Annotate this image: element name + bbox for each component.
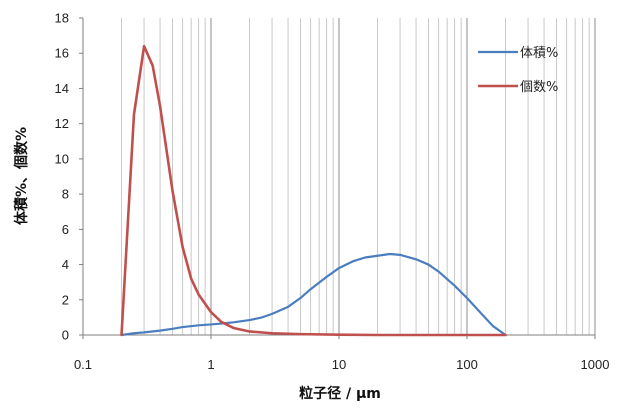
y-tick-label: 0 bbox=[62, 328, 69, 343]
legend: 体積% 個数% bbox=[478, 46, 558, 95]
tick-labels: 0 2 4 6 8 10 12 14 16 18 0.1 1 10 100 1000 bbox=[55, 11, 610, 373]
x-axis-title: 粒子径 / μm bbox=[299, 385, 381, 402]
y-tick-label: 6 bbox=[62, 222, 69, 237]
x-tick-label: 1 bbox=[207, 357, 214, 372]
y-tick-label: 4 bbox=[62, 257, 69, 272]
y-tick-label: 12 bbox=[55, 116, 69, 131]
legend-label-number: 個数% bbox=[520, 80, 558, 95]
series-lines bbox=[120, 44, 507, 337]
number-percent-line bbox=[120, 44, 507, 337]
y-tick-label: 18 bbox=[55, 11, 69, 26]
y-tick-label: 14 bbox=[55, 81, 69, 96]
y-tick-label: 2 bbox=[62, 292, 69, 307]
grid bbox=[82, 18, 596, 335]
x-tick-label: 100 bbox=[456, 357, 478, 372]
y-tick-label: 8 bbox=[62, 187, 69, 202]
volume-percent-line bbox=[120, 252, 507, 337]
x-tick-label: 1000 bbox=[581, 357, 610, 372]
y-tick-label: 10 bbox=[55, 151, 69, 166]
x-tick-label: 10 bbox=[332, 357, 346, 372]
legend-label-volume: 体積% bbox=[520, 46, 558, 61]
y-tick-label: 16 bbox=[55, 46, 69, 61]
y-axis-title: 体積%、個数% bbox=[13, 127, 30, 225]
x-tick-label: 0.1 bbox=[74, 357, 92, 372]
